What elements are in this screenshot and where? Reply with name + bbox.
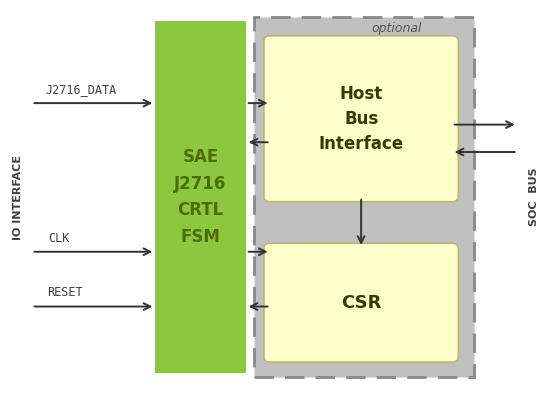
Text: CSR: CSR	[341, 294, 381, 312]
Text: SAE
J2716
CRTL
FSM: SAE J2716 CRTL FSM	[174, 149, 227, 245]
Text: optional: optional	[371, 22, 422, 35]
Text: CLK: CLK	[49, 232, 70, 245]
FancyBboxPatch shape	[254, 17, 474, 377]
FancyBboxPatch shape	[155, 21, 246, 373]
Text: J2716_DATA: J2716_DATA	[45, 83, 116, 96]
Text: Host
Bus
Interface: Host Bus Interface	[319, 85, 404, 153]
FancyBboxPatch shape	[264, 243, 458, 362]
Text: SOC  BUS: SOC BUS	[529, 168, 539, 226]
Text: IO INTERFACE: IO INTERFACE	[13, 154, 23, 240]
FancyBboxPatch shape	[264, 36, 458, 202]
Text: RESET: RESET	[47, 286, 82, 299]
